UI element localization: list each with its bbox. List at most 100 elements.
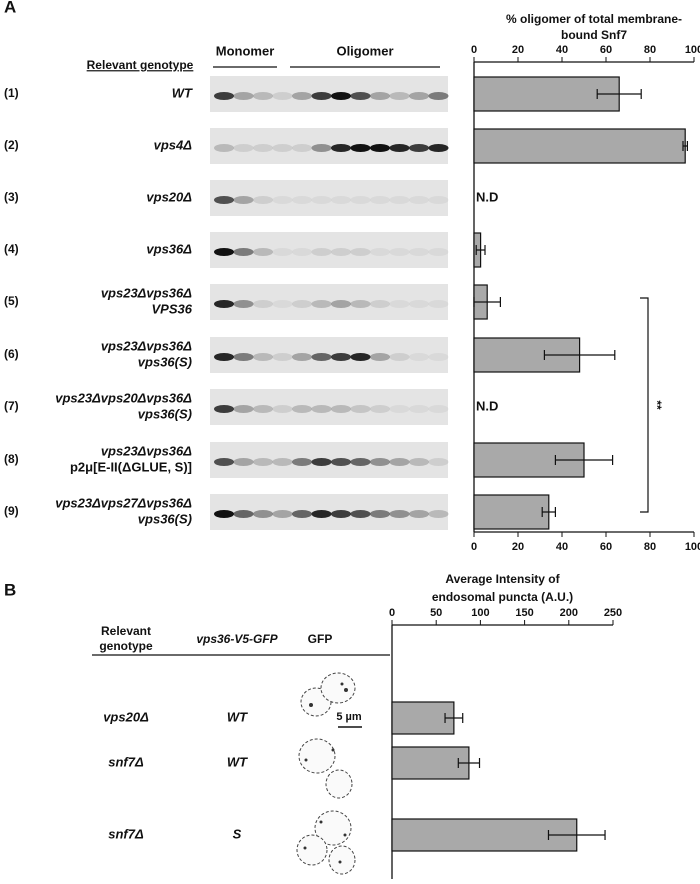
x-tick-label: 0 (471, 541, 477, 553)
blot-band (350, 353, 371, 361)
blot-band (311, 248, 332, 256)
error-bar (473, 297, 501, 307)
blot-band (331, 458, 351, 466)
blot-band (311, 144, 332, 152)
blot-band (292, 248, 312, 256)
scale-bar-label: 5 µm (336, 711, 362, 723)
blot-band (409, 405, 429, 413)
blot-band (428, 92, 449, 100)
blot-band (292, 353, 312, 361)
blot-band (350, 510, 371, 518)
genotype-label: vps4Δ (154, 137, 193, 152)
blot-band (428, 405, 449, 413)
blot-band (292, 92, 312, 100)
column-header: GFP (308, 632, 333, 646)
blot-band (272, 353, 293, 361)
blot-band (233, 300, 254, 308)
genotype-label: vps20Δ (146, 189, 192, 204)
blot-band (389, 458, 410, 466)
blot-band (350, 248, 371, 256)
error-bar (547, 830, 606, 840)
blot-band (428, 510, 449, 518)
lane-group: Monomer (216, 43, 275, 58)
blot-band (409, 300, 429, 308)
significance-bracket (640, 297, 649, 513)
genotype-label: vps23Δvps20Δvps36Δ (55, 390, 192, 405)
blot-band (233, 196, 254, 204)
blot-band (272, 300, 293, 308)
x-tick-label: 60 (600, 44, 612, 56)
blot-band (409, 196, 429, 204)
x-tick-label: 50 (430, 607, 442, 619)
axis-title: Average Intensity of (445, 572, 560, 586)
blot-band (370, 405, 390, 413)
x-tick-label: 40 (556, 44, 568, 56)
blot-band (311, 196, 332, 204)
blot-band (292, 458, 312, 466)
blot-band (350, 144, 371, 152)
blot-band (331, 353, 351, 361)
blot-band (272, 92, 293, 100)
blot-band (272, 458, 293, 466)
blot-band (409, 353, 429, 361)
variant-label: S (233, 826, 242, 841)
genotype-label: vps20Δ (103, 709, 149, 724)
blot-band (370, 144, 390, 152)
row-number: (7) (4, 399, 19, 413)
row-number: (4) (4, 242, 19, 256)
blot-band (389, 300, 410, 308)
blot-band (428, 196, 449, 204)
blot-band (253, 353, 273, 361)
row-number: (8) (4, 452, 19, 466)
puncta (303, 682, 348, 864)
blot-band (409, 144, 429, 152)
blot-band (389, 144, 410, 152)
genotype-label: vps36(S) (138, 354, 192, 369)
genotype-label: vps36(S) (138, 511, 192, 526)
blot-band (311, 458, 332, 466)
blot-band (272, 510, 293, 518)
blot-band (311, 353, 332, 361)
row-number: (9) (4, 504, 19, 518)
blot-band (253, 248, 273, 256)
blot-band (331, 405, 351, 413)
blot-band (214, 510, 234, 518)
blot-band (214, 196, 234, 204)
blot-band (233, 405, 254, 413)
cell-outlines (296, 672, 356, 875)
row-number: (2) (4, 138, 19, 152)
x-tick-label: 100 (685, 541, 700, 553)
blot-band (350, 458, 371, 466)
blot (210, 128, 448, 164)
axis-title: % oligomer of total membrane- (506, 12, 682, 26)
column-header: vps36-V5-GFP (196, 632, 278, 646)
blot-band (409, 92, 429, 100)
blot-band (331, 248, 351, 256)
genotype-label: p2μ[E-II(ΔGLUE, S)] (70, 459, 192, 474)
error-bar (682, 141, 688, 151)
genotype-label: snf7Δ (108, 826, 144, 841)
bar (391, 701, 455, 735)
blot-band (233, 144, 254, 152)
blot-band (214, 92, 234, 100)
row-number: (3) (4, 190, 19, 204)
blot-band (389, 353, 410, 361)
x-tick-label: 100 (471, 607, 489, 619)
blot-band (272, 196, 293, 204)
blot-band (253, 300, 273, 308)
blot-band (428, 458, 449, 466)
genotype-label: vps36(S) (138, 406, 192, 421)
blot (210, 284, 448, 320)
blot-band (253, 196, 273, 204)
genotype-label: vps23Δvps36Δ (101, 338, 192, 353)
genotype-label: WT (172, 85, 193, 100)
blot-band (233, 92, 254, 100)
blot-band (350, 300, 371, 308)
blot-band (389, 92, 410, 100)
blot-band (253, 510, 273, 518)
value-label: N.D (476, 189, 498, 204)
axis-title: endosomal puncta (A.U.) (432, 590, 573, 604)
x-tick-label: 0 (389, 607, 395, 619)
x-tick-label: 0 (471, 44, 477, 56)
